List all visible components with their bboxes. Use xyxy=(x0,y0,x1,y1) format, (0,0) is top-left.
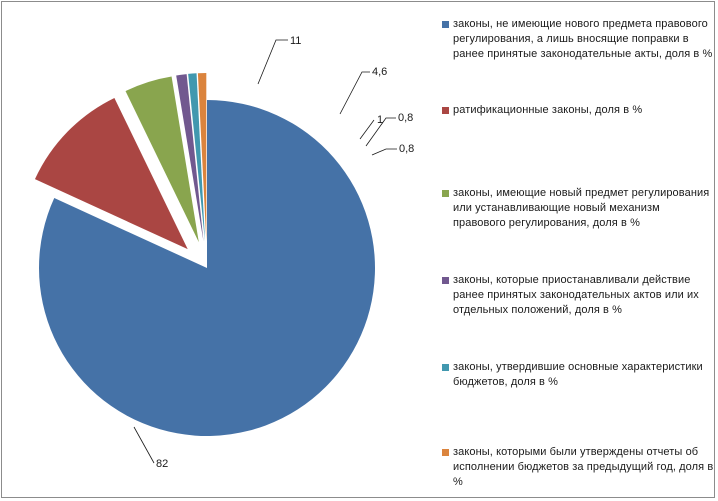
data-label: 0,8 xyxy=(398,112,413,124)
leader-line xyxy=(359,119,375,140)
legend: законы, не имеющие нового предмета право… xyxy=(442,2,717,499)
legend-label: законы, которыми были утверждены отчеты … xyxy=(453,446,714,488)
leader-line xyxy=(371,148,397,156)
pie-chart: 82 11 4,6 1 0,8 0,8 xyxy=(34,35,414,470)
legend-swatch xyxy=(442,449,449,456)
legend-swatch xyxy=(442,277,449,284)
legend-entry: ратификационные законы, доля в % xyxy=(442,103,714,118)
legend-label: законы, имеющие новый предмет регулирова… xyxy=(453,187,710,229)
legend-entry: законы, утвердившие основные характерист… xyxy=(442,360,714,390)
data-label: 1 xyxy=(377,114,383,126)
pie-slice xyxy=(34,97,188,250)
data-label: 11 xyxy=(290,35,301,47)
legend-entry: законы, которыми были утверждены отчеты … xyxy=(442,445,714,490)
legend-label: законы, которые приостанавливали действи… xyxy=(453,274,699,316)
pie-slice xyxy=(125,76,199,243)
legend-entry: законы, которые приостанавливали действи… xyxy=(442,273,714,318)
data-label: 82 xyxy=(156,458,168,470)
pie-slice xyxy=(176,74,204,242)
data-label: 0,8 xyxy=(399,143,414,155)
legend-label: ратификационные законы, доля в % xyxy=(453,104,643,116)
legend-entry: законы, имеющие новый предмет регулирова… xyxy=(442,186,714,231)
legend-swatch xyxy=(442,190,449,197)
leader-line xyxy=(133,426,155,464)
legend-label: законы, не имеющие нового предмета право… xyxy=(453,18,713,60)
leader-line xyxy=(339,71,370,115)
legend-swatch xyxy=(442,107,449,114)
pie-slice xyxy=(197,73,207,242)
data-label: 4,6 xyxy=(372,66,387,78)
pie-slice xyxy=(188,73,205,242)
legend-swatch xyxy=(442,21,449,28)
legend-label: законы, утвердившие основные характерист… xyxy=(453,361,703,388)
legend-swatch xyxy=(442,364,449,371)
pie-slice xyxy=(38,100,375,436)
leader-line xyxy=(257,39,288,85)
legend-entry: законы, не имеющие нового предмета право… xyxy=(442,17,714,62)
leader-line xyxy=(365,117,396,147)
